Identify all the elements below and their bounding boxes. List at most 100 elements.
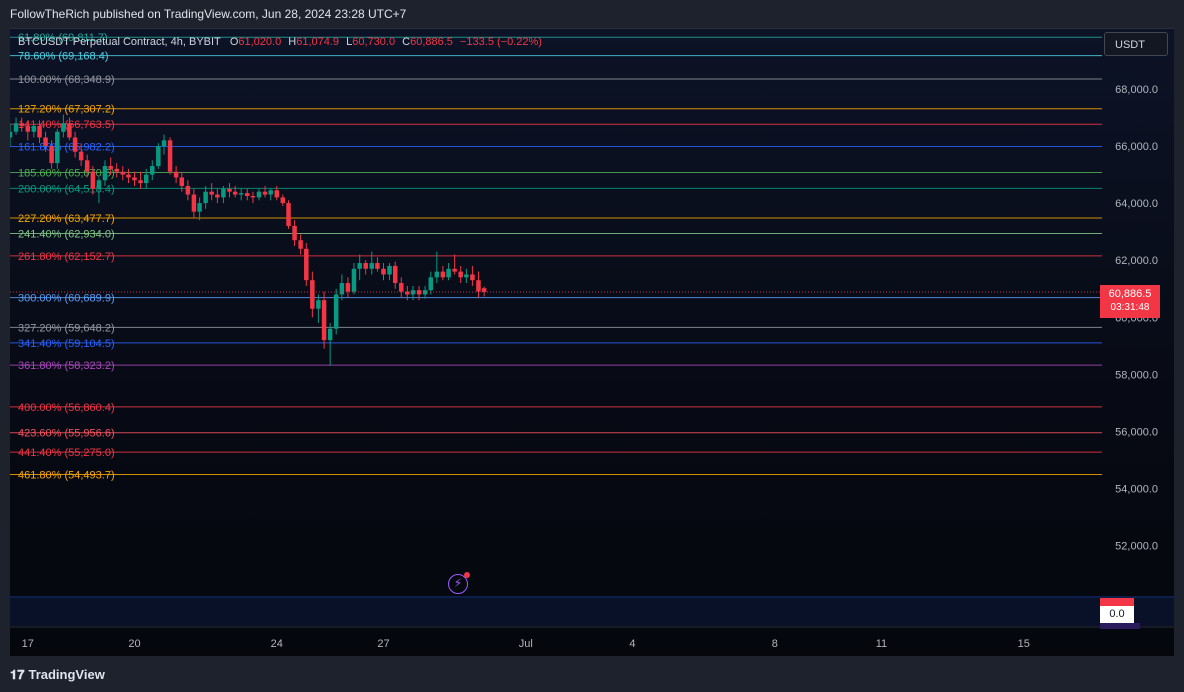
candle-body	[280, 197, 286, 204]
time-tick-label: 17	[22, 638, 34, 650]
candle-body	[185, 185, 191, 195]
fib-level-label: 441.40% (55,275.0)	[18, 447, 115, 459]
fib-level-label: 423.60% (55,956.6)	[18, 428, 115, 440]
candle-body	[310, 280, 315, 309]
tradingview-logo-icon: 𝟏𝟕	[10, 667, 25, 682]
candle-body	[481, 288, 487, 292]
candle-body	[96, 180, 102, 189]
candle-body	[245, 193, 250, 196]
candle-body	[197, 203, 202, 212]
last-price-value: 60,886.5	[1108, 288, 1152, 300]
legend-high-label: H	[288, 36, 297, 48]
fib-level-label: 341.40% (59,104.5)	[18, 338, 115, 350]
fib-level-label: 78.60% (69,168.4)	[18, 51, 109, 63]
fib-level-label: 327.20% (59,648.2)	[18, 322, 115, 334]
candle-body	[387, 265, 392, 275]
legend-open-value: 61,020.0	[238, 36, 282, 48]
fib-level-label: 127.20% (67,307.2)	[18, 104, 115, 116]
candle-body	[31, 126, 37, 132]
candle-body	[108, 166, 113, 169]
fib-level-label: 461.80% (54,493.7)	[18, 469, 115, 481]
candle-body	[321, 300, 327, 341]
brand-name: TradingView	[28, 667, 105, 682]
price-tick-label: 52,000.0	[1115, 541, 1158, 553]
candle-body	[167, 140, 173, 172]
candle-body	[25, 126, 31, 132]
candle-body	[440, 271, 446, 278]
candle-body	[363, 263, 368, 269]
oscillator-tag-top	[1100, 598, 1134, 606]
candle-body	[452, 268, 457, 272]
last-price-tag: 60,886.5 03:31:48	[1100, 285, 1160, 318]
candle-body	[84, 160, 90, 172]
time-tick-label: 11	[876, 638, 887, 650]
time-tick-label: 24	[271, 638, 283, 650]
candle-body	[298, 240, 303, 249]
candlestick-chart[interactable]: 52,000.054,000.056,000.058,000.060,000.0…	[10, 29, 1174, 657]
candle-body	[179, 177, 185, 186]
fib-level-label: 361.80% (58,323.2)	[18, 360, 115, 372]
candle-body	[256, 191, 262, 198]
price-tick-label: 64,000.0	[1115, 198, 1158, 210]
candle-body	[422, 290, 428, 295]
fib-level-label: 261.80% (62,152.7)	[18, 251, 115, 263]
candle-body	[327, 328, 333, 341]
candle-body	[203, 191, 208, 204]
fib-level-label: 227.20% (63,477.7)	[18, 213, 115, 225]
legend-close-value: 60,886.5	[410, 36, 453, 48]
fib-level-label: 400.00% (56,860.4)	[18, 402, 115, 414]
candle-body	[316, 300, 321, 309]
time-tick-label: 8	[772, 638, 778, 650]
price-tick-label: 56,000.0	[1115, 426, 1158, 438]
fib-level-label: 141.40% (66,763.5)	[18, 119, 115, 131]
candle-body	[458, 271, 463, 278]
candle-body	[357, 263, 362, 269]
currency-button[interactable]: USDT	[1104, 32, 1168, 56]
tradingview-brand[interactable]: 𝟏𝟕 TradingView	[10, 667, 105, 683]
candle-body	[446, 268, 451, 278]
chart-area[interactable]: 52,000.0 54,000.0 56,000.0 58,000.0 60,000.0…	[10, 28, 1174, 657]
candle-body	[227, 188, 232, 192]
candle-body	[464, 274, 469, 278]
oscillator-value-tag: 0.0	[1100, 606, 1134, 623]
candle-body	[286, 203, 291, 226]
candle-body	[209, 191, 214, 195]
bottom-bar: 𝟏𝟕 TradingView	[0, 656, 1184, 692]
price-tick-label: 54,000.0	[1115, 484, 1158, 496]
time-tick-label: 15	[1018, 638, 1030, 650]
candle-body	[126, 174, 131, 178]
fib-level-label: 100.00% (68,348.9)	[18, 74, 115, 86]
legend-symbol: BTCUSDT Perpetual Contract, 4h, BYBIT	[18, 36, 221, 48]
candle-body	[369, 263, 374, 269]
candle-body	[72, 137, 78, 152]
legend-open-label: O	[229, 36, 239, 48]
candle-body	[191, 194, 197, 212]
candle-body	[405, 291, 410, 295]
candle-body	[375, 263, 380, 269]
top-bar: FollowTheRich published on TradingView.c…	[0, 0, 1184, 28]
candle-body	[428, 277, 434, 291]
time-tick-label: 27	[377, 638, 389, 650]
oscillator-tag-bottom	[1100, 623, 1140, 629]
candle-body	[78, 151, 84, 161]
candle-body	[61, 123, 66, 132]
lightning-bolt-icon[interactable]: ⚡	[448, 572, 470, 594]
legend-change-value: −133.5 (−0.22%)	[459, 36, 542, 48]
bar-countdown: 03:31:48	[1110, 302, 1150, 313]
fib-level-label: 161.80% (65,982.2)	[18, 142, 115, 154]
candle-body	[221, 188, 226, 198]
candle-body	[399, 283, 404, 292]
candle-body	[304, 248, 309, 281]
fib-level-label: 300.00% (60,689.9)	[18, 293, 115, 305]
price-tick-label: 62,000.0	[1115, 255, 1158, 267]
candle-body	[215, 194, 220, 198]
candle-body	[156, 146, 161, 167]
price-tick-label: 58,000.0	[1115, 369, 1158, 381]
candle-body	[416, 290, 422, 295]
fib-level-label: 241.40% (62,934.0)	[18, 229, 115, 241]
candle-body	[410, 290, 416, 295]
price-tick-label: 68,000.0	[1115, 84, 1158, 96]
time-tick-label: Jul	[519, 638, 533, 650]
price-tick-label: 66,000.0	[1115, 141, 1158, 153]
legend-close-label: C	[402, 36, 411, 48]
